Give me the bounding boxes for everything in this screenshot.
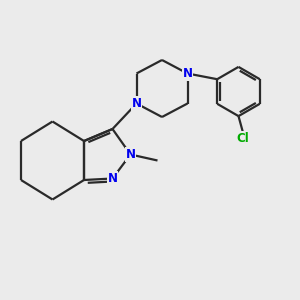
Text: N: N — [131, 97, 142, 110]
Text: N: N — [107, 172, 118, 185]
Text: N: N — [125, 148, 136, 161]
Text: Cl: Cl — [237, 132, 249, 145]
Text: N: N — [182, 67, 193, 80]
